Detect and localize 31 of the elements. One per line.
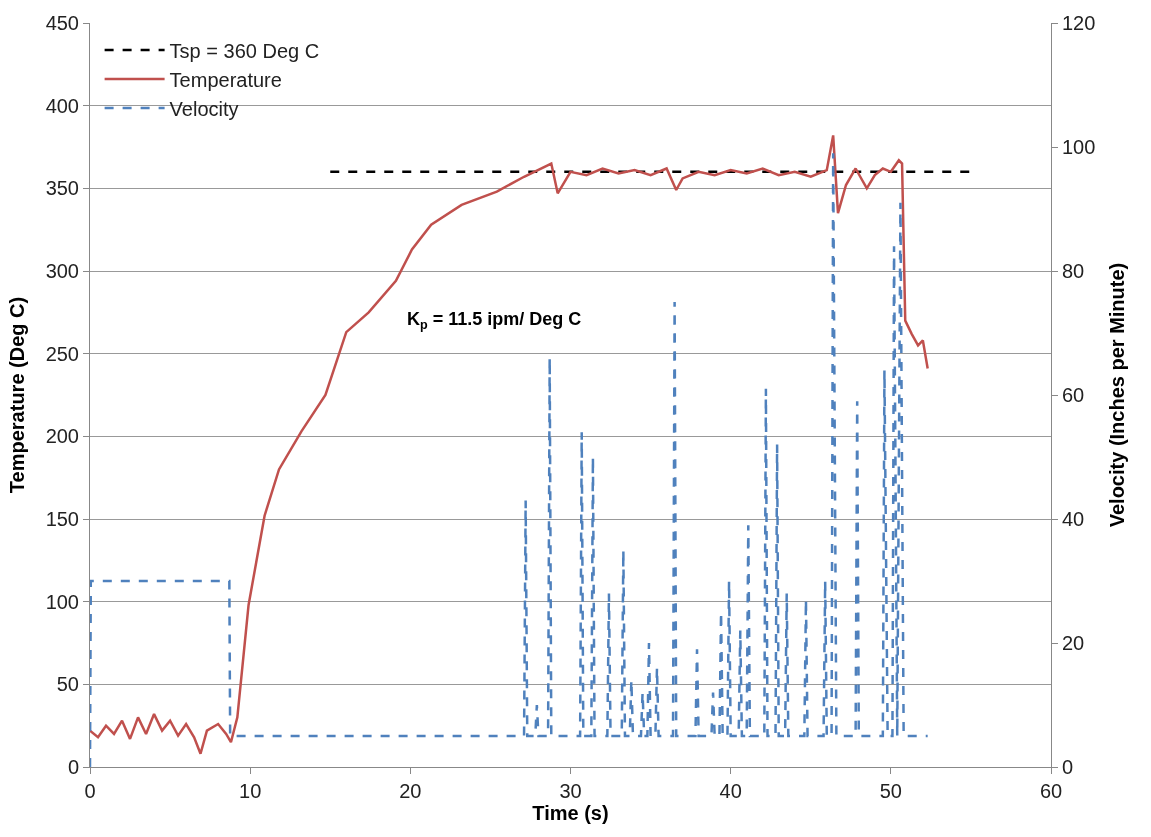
y-tick-label: 200 bbox=[45, 425, 79, 448]
x-tick-label: 10 bbox=[239, 780, 262, 802]
y-tick-label: 100 bbox=[45, 590, 79, 613]
y2-tick-label: 0 bbox=[1062, 756, 1074, 778]
x-tick-label: 20 bbox=[399, 780, 422, 802]
y2-tick-label: 60 bbox=[1062, 384, 1085, 406]
y2-axis-title: Velocity (Inches per Minute) bbox=[1105, 262, 1128, 528]
y-tick-label: 300 bbox=[45, 260, 79, 282]
y2-tick-label: 40 bbox=[1062, 508, 1085, 530]
y2-tick-label: 20 bbox=[1062, 632, 1085, 654]
y-axis-title: Temperature (Deg C) bbox=[6, 296, 29, 494]
x-tick-label: 50 bbox=[879, 780, 902, 802]
y-tick-label: 0 bbox=[67, 756, 79, 778]
legend-label: Tsp = 360 Deg C bbox=[169, 39, 320, 62]
y-tick-label: 350 bbox=[45, 177, 79, 200]
x-tick-label: 30 bbox=[559, 780, 582, 802]
y-tick-label: 50 bbox=[56, 673, 79, 696]
x-tick-label: 0 bbox=[84, 780, 96, 802]
y-tick-label: 400 bbox=[45, 94, 79, 117]
x-tick-label: 40 bbox=[719, 780, 742, 802]
x-tick-label: 60 bbox=[1039, 780, 1063, 802]
legend-label: Temperature bbox=[169, 68, 282, 91]
y2-tick-label: 100 bbox=[1062, 136, 1096, 158]
y-tick-label: 450 bbox=[45, 12, 79, 34]
y-tick-label: 150 bbox=[45, 508, 79, 530]
x-axis-title: Time (s) bbox=[532, 802, 609, 824]
y2-tick-label: 80 bbox=[1062, 260, 1085, 282]
legend-label: Velocity bbox=[169, 97, 239, 120]
annotation: K$_{p}$ = 11.5 ipm/ Deg C bbox=[407, 309, 582, 332]
y-tick-label: 250 bbox=[45, 342, 79, 365]
y2-tick-label: 120 bbox=[1062, 12, 1096, 34]
